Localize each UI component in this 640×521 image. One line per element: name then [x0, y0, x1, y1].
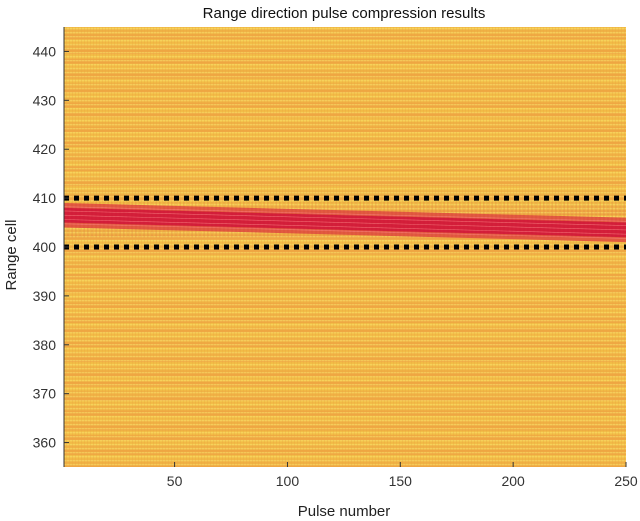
y-tick-label: 410 [33, 190, 57, 206]
y-tick-label: 390 [33, 288, 57, 304]
chart-title: Range direction pulse compression result… [203, 5, 486, 22]
track-fringe [64, 219, 626, 235]
y-tick-label: 380 [33, 337, 57, 353]
x-axis: 50 100 150 200 250 [167, 462, 638, 489]
x-tick-label: 100 [276, 473, 300, 489]
annotations [64, 195, 626, 250]
y-tick-label: 420 [33, 141, 57, 157]
y-axis-label: Range cell [3, 220, 20, 291]
y-tick-label: 400 [33, 239, 57, 255]
track-fringe [64, 223, 626, 239]
y-tick-label: 370 [33, 386, 57, 402]
x-tick-label: 150 [389, 473, 413, 489]
y-tick-label: 360 [33, 435, 57, 451]
track-fringe [64, 214, 626, 231]
track-fringe [64, 206, 626, 222]
y-axis: 360 370 380 390 400 410 420 430 440 [33, 43, 69, 451]
y-tick-label: 440 [33, 43, 57, 59]
x-tick-label: 200 [501, 473, 525, 489]
x-axis-label: Pulse number [298, 503, 391, 520]
x-tick-label: 250 [614, 473, 638, 489]
track-fringe [64, 210, 626, 226]
target-track [64, 202, 626, 243]
y-tick-label: 430 [33, 92, 57, 108]
x-tick-label: 50 [167, 473, 183, 489]
